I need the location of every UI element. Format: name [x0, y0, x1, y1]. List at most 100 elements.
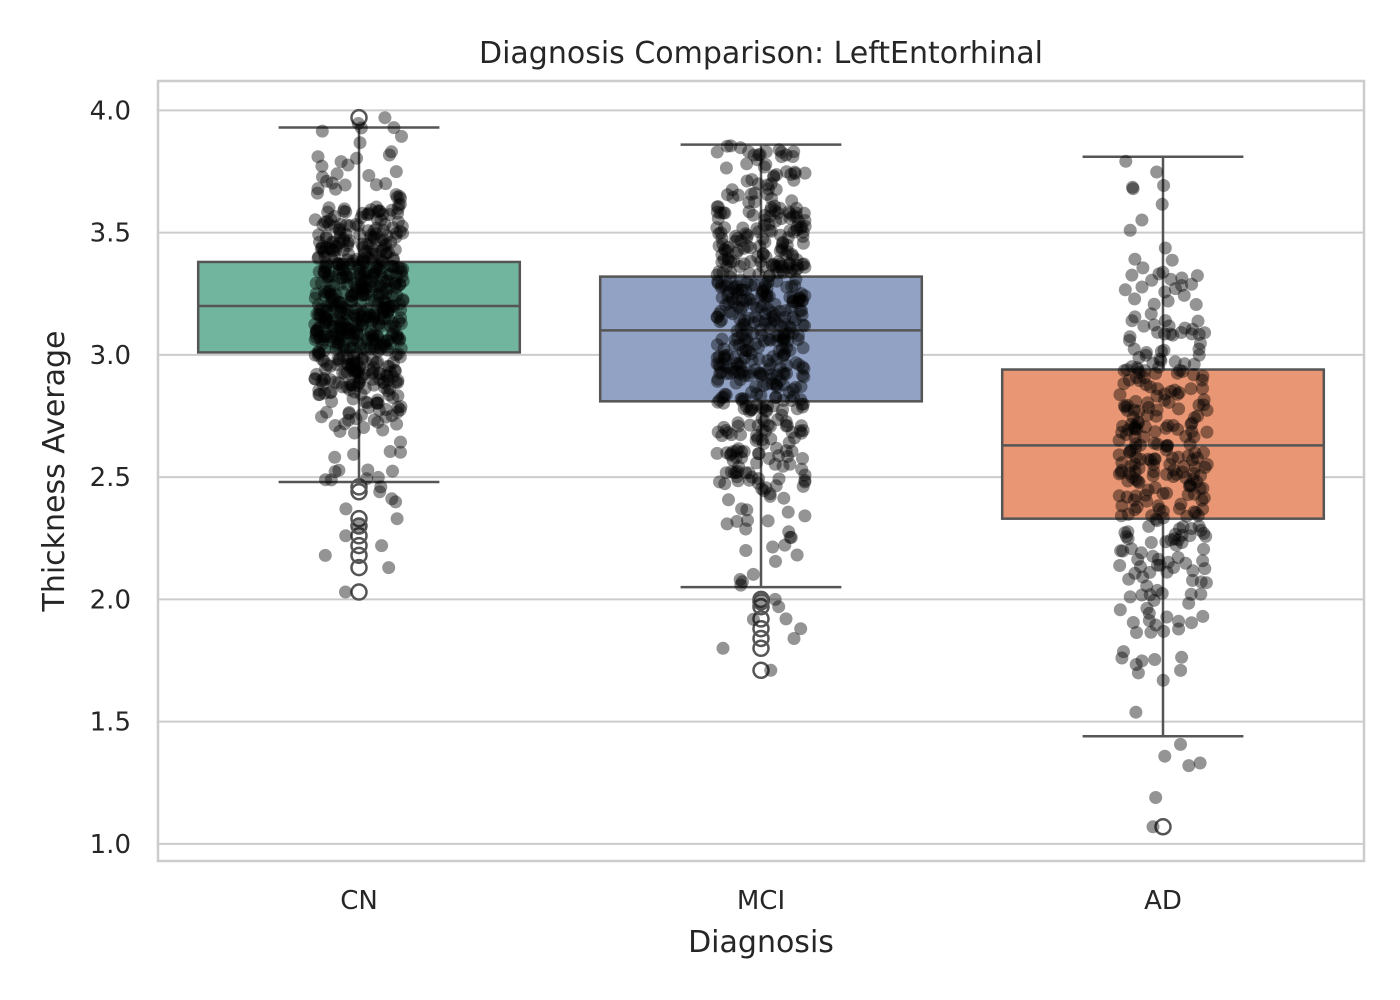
data-point — [742, 205, 756, 219]
data-point — [757, 160, 771, 174]
data-point — [343, 257, 357, 271]
data-point — [731, 442, 745, 456]
data-point — [389, 230, 403, 244]
data-point — [798, 468, 812, 482]
data-point — [332, 263, 346, 277]
data-point — [320, 312, 334, 326]
data-point — [766, 540, 780, 554]
data-point — [764, 432, 778, 446]
data-point — [1112, 433, 1126, 447]
x-axis-ticks: CN MCI AD — [340, 886, 1182, 916]
data-point — [364, 324, 378, 338]
data-point — [340, 278, 354, 291]
data-point — [784, 167, 798, 181]
data-point — [362, 208, 376, 222]
data-point — [333, 332, 347, 346]
data-point — [786, 295, 800, 309]
data-point — [369, 200, 383, 214]
data-point — [330, 167, 344, 181]
data-point — [351, 219, 365, 233]
data-point — [336, 366, 350, 380]
data-point — [334, 300, 348, 314]
data-point — [355, 319, 369, 333]
data-point — [1194, 523, 1208, 537]
data-point — [378, 312, 391, 326]
data-point — [783, 344, 797, 357]
data-point — [368, 341, 382, 355]
data-point — [775, 150, 788, 164]
data-point — [386, 251, 400, 265]
data-point — [329, 342, 343, 356]
data-point — [311, 349, 325, 362]
data-point — [318, 265, 332, 279]
data-point — [316, 353, 329, 367]
data-point — [1187, 487, 1201, 501]
data-point — [308, 372, 322, 386]
data-point — [1193, 756, 1207, 770]
data-point — [1146, 549, 1160, 563]
data-point — [317, 310, 331, 324]
data-point — [757, 219, 771, 232]
data-point — [394, 303, 408, 317]
data-point — [742, 145, 756, 159]
data-point — [339, 343, 353, 357]
data-point — [324, 251, 338, 265]
outlier-marker — [350, 483, 368, 501]
data-point — [798, 214, 812, 227]
data-point — [738, 351, 752, 365]
data-point — [390, 226, 403, 240]
data-point — [780, 280, 794, 294]
data-point — [786, 262, 799, 276]
outlier-marker — [350, 517, 368, 535]
data-point — [765, 306, 779, 319]
data-point — [742, 466, 756, 480]
data-point — [1168, 282, 1182, 296]
data-point — [318, 386, 332, 400]
data-point — [330, 257, 344, 270]
data-point — [345, 378, 359, 392]
data-point — [1155, 586, 1169, 600]
data-point — [733, 373, 747, 387]
data-point — [731, 365, 745, 379]
data-point — [340, 218, 353, 232]
data-point — [320, 405, 334, 419]
data-point — [742, 473, 756, 487]
data-point — [1190, 269, 1204, 283]
data-point — [366, 365, 380, 379]
data-point — [790, 220, 804, 234]
data-point — [754, 389, 768, 402]
data-point — [751, 250, 765, 264]
data-point — [772, 344, 786, 358]
data-point — [719, 424, 733, 437]
data-point — [345, 358, 359, 372]
data-point — [720, 360, 734, 374]
data-point — [355, 237, 369, 251]
data-point — [783, 257, 797, 271]
data-point — [783, 211, 797, 225]
data-point — [727, 280, 741, 294]
outlier-marker — [752, 661, 770, 680]
data-point — [755, 288, 769, 302]
data-point — [769, 390, 783, 404]
data-point — [334, 304, 348, 317]
data-point — [715, 291, 729, 305]
data-point — [337, 234, 351, 248]
data-point — [798, 475, 812, 489]
data-point — [1129, 658, 1143, 671]
data-point — [726, 295, 740, 309]
data-point — [1147, 297, 1161, 311]
data-point — [1134, 560, 1147, 574]
data-point — [723, 305, 737, 319]
data-point — [713, 393, 726, 407]
data-point — [1178, 357, 1192, 371]
data-point — [1187, 357, 1201, 371]
data-point — [735, 445, 748, 459]
data-point — [368, 309, 382, 323]
data-point — [385, 492, 399, 506]
data-point — [1125, 470, 1139, 484]
data-point — [350, 366, 364, 380]
data-point — [739, 522, 753, 536]
data-point — [763, 358, 777, 372]
data-point — [1182, 596, 1196, 610]
data-point — [761, 514, 775, 528]
